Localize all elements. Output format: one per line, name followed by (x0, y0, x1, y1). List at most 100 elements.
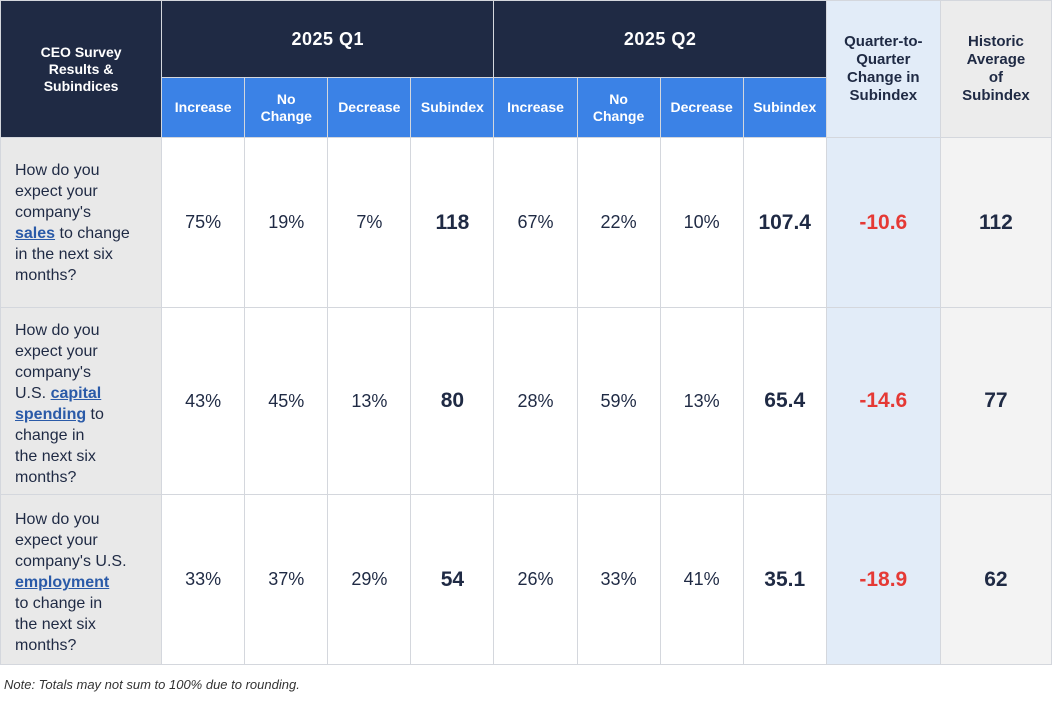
question-line: change in (15, 425, 149, 446)
question-text: company's U.S. (15, 553, 127, 570)
q1-no-change-cell: 19% (244, 137, 329, 308)
change-cell: -14.6 (825, 307, 941, 495)
q1-decrease-cell: 29% (327, 494, 412, 665)
table-row: How do you expect your company's sales to c… (0, 137, 1052, 308)
question-text: the next six (15, 616, 96, 633)
q1-subindex-cell: 118 (410, 137, 495, 308)
subheader-label: Decrease (338, 99, 401, 115)
subheader-decrease: Decrease (659, 77, 744, 138)
question-line: months? (15, 265, 149, 286)
question-line: company's (15, 362, 149, 383)
q1-increase-cell: 33% (161, 494, 246, 665)
question-line: How do you (15, 509, 149, 530)
ceo-survey-table: CEO Survey Results & Subindices 2025 Q1 … (0, 0, 1052, 665)
question-line: sales to change (15, 223, 149, 244)
historic-header-line: Average (966, 51, 1026, 68)
question-text: the next six (15, 448, 96, 465)
question-line: expect your (15, 530, 149, 551)
subheader-label: No (276, 90, 296, 107)
subheader-label: Subindex (420, 99, 484, 115)
question-text: to (86, 406, 104, 423)
subheader-label: Increase (174, 99, 232, 115)
subheader-label: Subindex (753, 99, 817, 115)
quarter-header-q1: 2025 Q1 (161, 0, 495, 78)
historic-header-line: Historic (968, 33, 1024, 50)
question-line: company's (15, 202, 149, 223)
q2-decrease-cell: 13% (659, 307, 744, 495)
q2-increase-cell: 67% (493, 137, 578, 308)
subheader-increase: Increase (493, 77, 578, 138)
change-header-line: Subindex (849, 87, 918, 104)
question-cell: How do you expect your company's U.S. emplo… (0, 494, 163, 665)
subheader-label: Change (592, 107, 645, 124)
q2-decrease-cell: 10% (659, 137, 744, 308)
question-line: to change in (15, 593, 149, 614)
question-line: How do you (15, 320, 149, 341)
q2-no-change-cell: 59% (576, 307, 661, 495)
question-keyword: spending (15, 406, 87, 423)
historic-header: Historic Average of Subindex (939, 0, 1052, 138)
q2-subindex-cell: 107.4 (742, 137, 827, 308)
corner-header-line: Subindices (43, 77, 119, 94)
q1-subindex-cell: 80 (410, 307, 495, 495)
question-line: expect your (15, 181, 149, 202)
subheader-decrease: Decrease (327, 77, 412, 138)
q2-increase-cell: 26% (493, 494, 578, 665)
question-text: company's (15, 204, 91, 221)
q2-no-change-cell: 22% (576, 137, 661, 308)
historic-header-line: Subindex (962, 87, 1030, 104)
change-header: Quarter-to- Quarter Change in Subindex (825, 0, 941, 138)
q2-subindex-cell: 35.1 (742, 494, 827, 665)
question-text: How do you (15, 322, 100, 339)
question-text: to change in (15, 595, 103, 612)
question-text: months? (15, 267, 77, 284)
table-row: How do you expect your company's U.S. capit… (0, 307, 1052, 495)
corner-header-line: Results & (48, 60, 114, 77)
q2-no-change-cell: 33% (576, 494, 661, 665)
subheader-increase: Increase (161, 77, 246, 138)
subheader-no-change: No Change (244, 77, 329, 138)
question-text: to change (55, 225, 130, 242)
historic-cell: 62 (939, 494, 1052, 665)
question-keyword: capital (50, 385, 102, 402)
question-line: months? (15, 467, 149, 488)
change-cell: -18.9 (825, 494, 941, 665)
historic-header-line: of (988, 69, 1004, 86)
q1-decrease-cell: 7% (327, 137, 412, 308)
table-row: How do you expect your company's U.S. emplo… (0, 494, 1052, 665)
question-text: How do you (15, 162, 100, 179)
subheader-label: Change (260, 107, 312, 124)
question-line: company's U.S. (15, 551, 149, 572)
question-cell: How do you expect your company's sales to c… (0, 137, 163, 308)
q2-decrease-cell: 41% (659, 494, 744, 665)
change-header-line: Quarter-to- (844, 33, 923, 50)
question-line: the next six (15, 614, 149, 635)
subheader-no-change: No Change (576, 77, 661, 138)
change-header-line: Quarter (856, 51, 911, 68)
question-text: months? (15, 637, 77, 654)
q2-subindex-cell: 65.4 (742, 307, 827, 495)
question-line: U.S. capital (15, 383, 149, 404)
q1-no-change-cell: 37% (244, 494, 329, 665)
question-text: in the next six (15, 246, 113, 263)
subheader-subindex: Subindex (742, 77, 827, 138)
question-text: expect your (15, 183, 98, 200)
question-text: expect your (15, 532, 98, 549)
question-text: U.S. (15, 385, 51, 402)
q1-increase-cell: 75% (161, 137, 246, 308)
question-text: months? (15, 469, 77, 486)
q1-no-change-cell: 45% (244, 307, 329, 495)
question-line: the next six (15, 446, 149, 467)
subheader-label: No (609, 90, 628, 107)
question-cell: How do you expect your company's U.S. capit… (0, 307, 163, 495)
question-line: months? (15, 635, 149, 656)
footnote: Note: Totals may not sum to 100% due to … (4, 677, 300, 692)
question-text: change in (15, 427, 85, 444)
q2-increase-cell: 28% (493, 307, 578, 495)
question-line: expect your (15, 341, 149, 362)
question-text: company's (15, 364, 91, 381)
corner-header-line: CEO Survey (40, 43, 122, 60)
subheader-subindex: Subindex (410, 77, 495, 138)
quarter-header-q2: 2025 Q2 (493, 0, 827, 78)
corner-header: CEO Survey Results & Subindices (0, 0, 163, 138)
